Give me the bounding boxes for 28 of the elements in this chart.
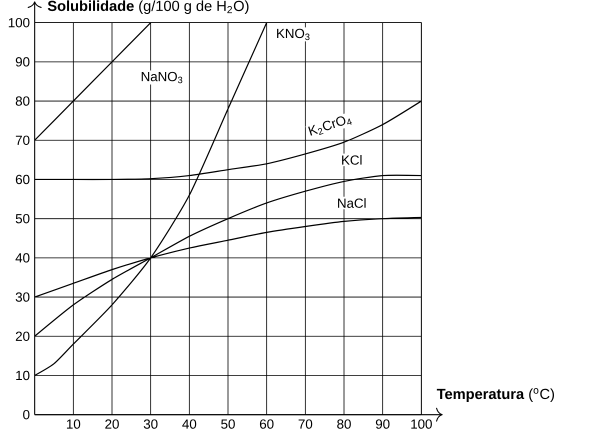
x-tick-label: 10 <box>66 419 80 429</box>
y-tick-label: 20 <box>16 332 30 341</box>
y-tick-label: 70 <box>16 136 30 145</box>
x-tick-label: 70 <box>298 419 312 429</box>
x-tick-label: 60 <box>260 419 274 429</box>
y-tick-label: 80 <box>16 96 30 106</box>
x-axis-title: Temperatura ($^{o}$C) <box>436 388 554 402</box>
x-tick-label: 100 <box>411 419 432 429</box>
y-tick-label: 30 <box>16 292 30 302</box>
series-label: KCl <box>342 154 362 165</box>
y-tick-label: 40 <box>16 253 30 263</box>
x-tick-label: 50 <box>221 419 235 429</box>
y-tick-label: 60 <box>16 174 30 184</box>
y-tick-label: 50 <box>16 214 30 224</box>
x-tick-label: 80 <box>337 419 351 429</box>
x-tick-label: 20 <box>105 419 119 429</box>
y-tick-label: 90 <box>16 57 30 67</box>
y-tick-label: 0 <box>23 410 30 420</box>
x-tick-label: 30 <box>144 419 158 429</box>
text: K$_{2}$CrO$_{4}$ <box>308 116 352 136</box>
text: NaNO$_{3}$ <box>142 72 182 84</box>
y-tick-label: 100 <box>8 18 30 28</box>
x-tick-label: 90 <box>376 419 390 429</box>
y-tick-label: 10 <box>16 370 30 380</box>
y-axis-title: Solubilidade (g/100 g de H$_{2}$O) <box>48 0 249 14</box>
series-label: KNO$_{3}$ <box>277 28 310 40</box>
series-label: NaCl <box>338 198 366 208</box>
x-tick-label: 40 <box>182 419 196 429</box>
